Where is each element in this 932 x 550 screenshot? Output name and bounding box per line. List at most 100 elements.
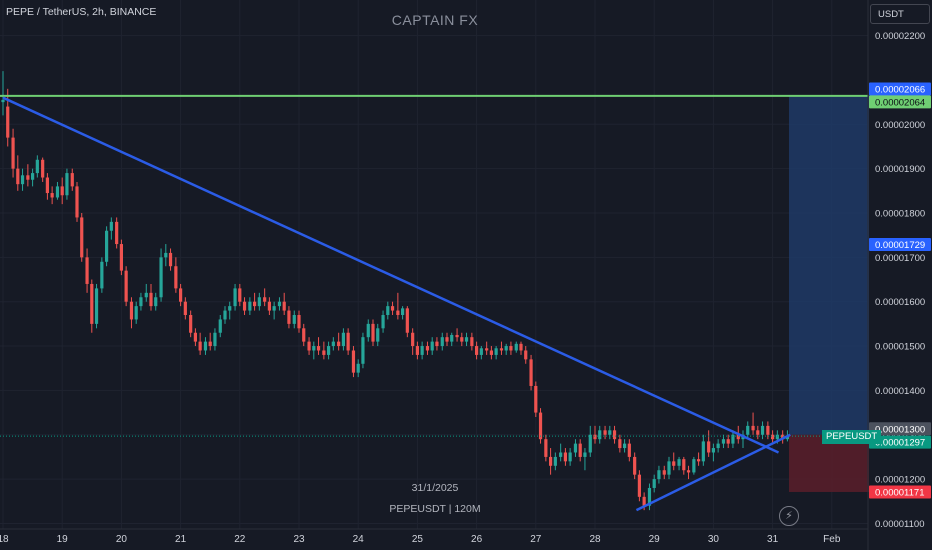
lightning-bolt-icon[interactable]: ⚡︎ (779, 506, 799, 526)
candle-body (549, 456, 553, 466)
x-tick-label: 21 (175, 534, 187, 545)
y-tick-label: 0.00002000 (875, 120, 925, 131)
price-tag-label: 0.00002066 (875, 85, 925, 96)
candle-body (115, 221, 119, 245)
candle-body (633, 456, 637, 475)
candle-body (282, 301, 286, 311)
candle-body (129, 301, 134, 320)
candle-body (440, 337, 444, 347)
candle-body (489, 350, 493, 355)
candle-body (277, 301, 282, 307)
candle-body (420, 346, 424, 355)
candle-body (524, 350, 528, 360)
candle-body (337, 341, 341, 347)
candle-body (263, 297, 267, 302)
candle-body (470, 337, 474, 347)
candle-body (430, 341, 434, 351)
candle-body (65, 173, 69, 196)
candle-body (253, 301, 257, 307)
candle-body (16, 168, 20, 185)
candle-body (31, 173, 35, 180)
candle-body (35, 159, 39, 174)
candle-body (20, 175, 25, 185)
candle-body (697, 459, 701, 462)
candle-body (26, 175, 30, 180)
candle-body (771, 434, 775, 440)
candle-body (598, 430, 602, 440)
price-tag-label: 0.00002064 (875, 97, 925, 108)
candle-body (775, 434, 779, 440)
candle-body (257, 297, 261, 307)
price-tag-red (869, 485, 931, 499)
y-tick-label: 0.00001900 (875, 164, 925, 175)
candle-body (401, 308, 405, 316)
x-tick-label: 25 (412, 534, 424, 545)
candle-body (445, 337, 449, 342)
candle-body (637, 474, 641, 497)
position-zones (789, 95, 869, 492)
currency-selector[interactable]: USDT (870, 4, 930, 24)
candle-body (756, 430, 760, 435)
candle-body (563, 452, 567, 462)
candle-body (494, 348, 498, 355)
candle-body (109, 221, 113, 231)
x-tick-label: 27 (530, 534, 542, 545)
candle-body (781, 434, 785, 440)
ascending-trendline[interactable] (635, 433, 791, 512)
candle-body (623, 443, 627, 449)
y-tick-label: 0.00001400 (875, 386, 925, 397)
candle-body (627, 443, 631, 457)
drawings[interactable] (0, 94, 868, 512)
candle-body (213, 332, 217, 347)
candle-body (174, 266, 178, 289)
candle-body (70, 173, 74, 187)
candle-body (228, 306, 232, 311)
candle-body (519, 343, 523, 351)
candle-body (351, 350, 356, 373)
candle-body (751, 425, 755, 431)
candle-body (218, 319, 222, 333)
candle-body (242, 301, 247, 311)
candle-body (578, 443, 582, 457)
x-tick-label: 24 (353, 534, 365, 545)
candle-body (381, 315, 385, 329)
x-tick-label: 26 (471, 534, 483, 545)
candle-body (612, 430, 617, 440)
candle-body (361, 337, 365, 364)
candle-body (692, 459, 696, 473)
candle-body (785, 436, 789, 440)
candle-body (331, 341, 335, 347)
candle-body (411, 332, 415, 347)
price-tag-teal (869, 435, 931, 449)
candle-body (366, 323, 370, 338)
candle-body (371, 323, 375, 342)
candle-body (568, 452, 572, 462)
candle-body (316, 346, 321, 351)
candle-body (341, 332, 345, 347)
candle-body (139, 297, 143, 307)
y-tick-label: 0.00001600 (875, 297, 925, 308)
descending-trendline[interactable] (2, 96, 780, 454)
candle-body (736, 434, 740, 440)
x-tick-label: 18 (0, 534, 9, 545)
candle-body (479, 348, 483, 355)
y-tick-label: 0.00001200 (875, 475, 925, 486)
candle-body (534, 385, 538, 413)
candle-body (144, 292, 148, 298)
candle-body (208, 341, 212, 347)
candle-body (701, 441, 705, 462)
candle-body (390, 306, 395, 311)
candle-body (652, 479, 656, 488)
candle-body (193, 332, 197, 342)
candle-body (312, 346, 316, 351)
candle-body (198, 341, 202, 351)
price-tag-label: 0.00001297 (875, 438, 925, 449)
y-tick-label: 0.00002200 (875, 31, 925, 42)
candle-body (50, 193, 54, 198)
candle-body (134, 306, 138, 320)
candle-body (223, 310, 227, 320)
candle-body (573, 443, 578, 453)
candle-body (75, 186, 79, 218)
